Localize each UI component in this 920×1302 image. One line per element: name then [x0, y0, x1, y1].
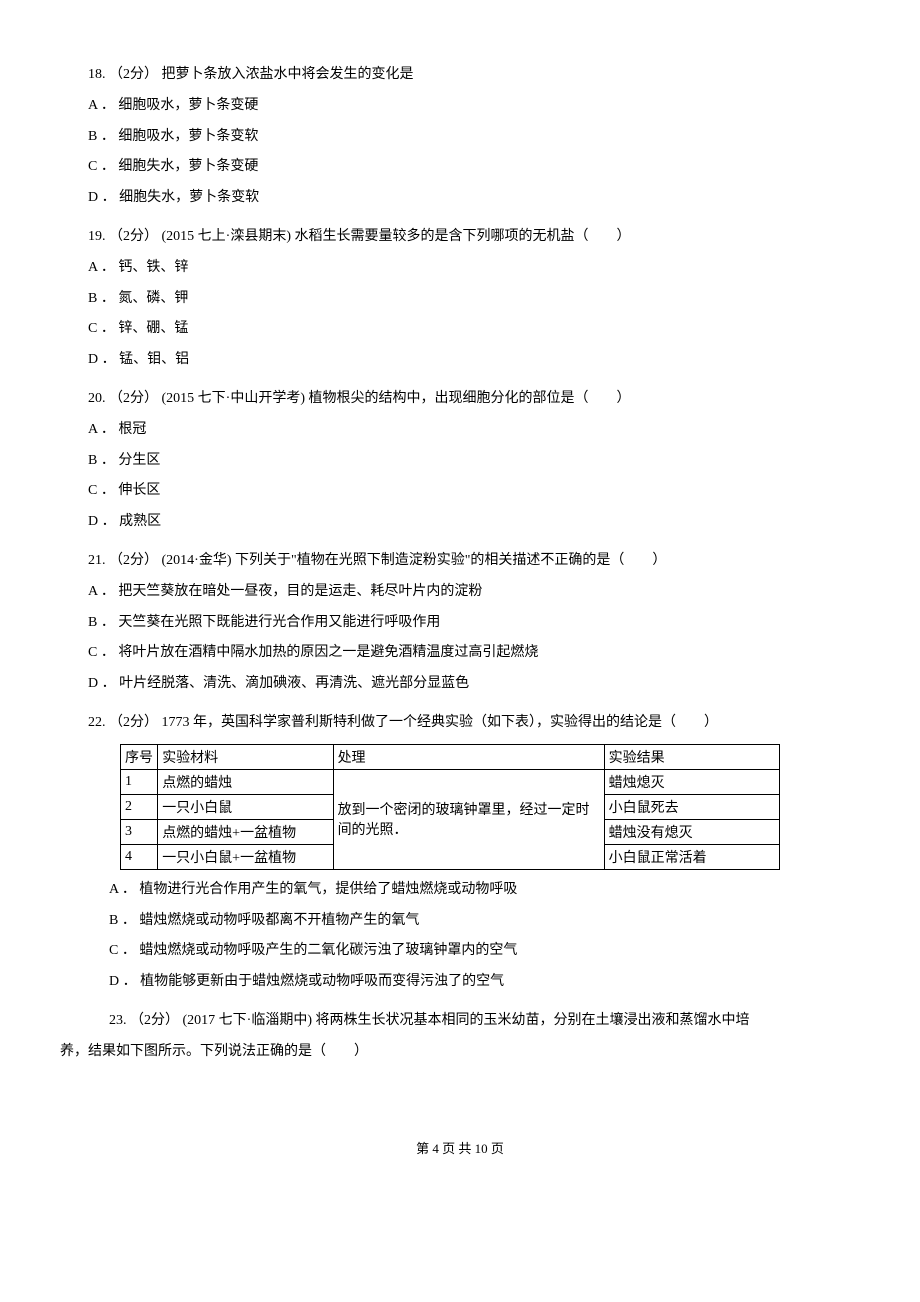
question-text: 20. （2分） (2015 七下·中山开学考) 植物根尖的结构中，出现细胞分化…: [60, 384, 860, 415]
question-text: 22. （2分） 1773 年，英国科学家普利斯特利做了一个经典实验（如下表），…: [60, 708, 860, 739]
cell-seq: 3: [121, 819, 158, 844]
question-text: 19. （2分） (2015 七上·滦县期末) 水稻生长需要量较多的是含下列哪项…: [60, 222, 860, 253]
option-b: B ． 蜡烛燃烧或动物呼吸都离不开植物产生的氧气: [60, 906, 860, 937]
header-process: 处理: [333, 744, 604, 769]
cell-seq: 1: [121, 769, 158, 794]
option-d: D ． 叶片经脱落、清洗、滴加碘液、再清洗、遮光部分显蓝色: [60, 669, 860, 700]
cell-result: 小白鼠正常活着: [604, 844, 779, 869]
question-text: 21. （2分） (2014·金华) 下列关于"植物在光照下制造淀粉实验"的相关…: [60, 546, 860, 577]
option-b: B ． 氮、磷、钾: [60, 284, 860, 315]
option-d: D ． 植物能够更新由于蜡烛燃烧或动物呼吸而变得污浊了的空气: [60, 967, 860, 998]
cell-result: 小白鼠死去: [604, 794, 779, 819]
table-header-row: 序号 实验材料 处理 实验结果: [121, 744, 780, 769]
question-22: 22. （2分） 1773 年，英国科学家普利斯特利做了一个经典实验（如下表），…: [60, 708, 860, 998]
cell-process-merged: 放到一个密闭的玻璃钟罩里，经过一定时间的光照．: [333, 769, 604, 869]
option-d: D ． 锰、钼、铝: [60, 345, 860, 376]
option-d: D ． 成熟区: [60, 507, 860, 538]
option-c: C ． 将叶片放在酒精中隔水加热的原因之一是避免酒精温度过高引起燃烧: [60, 638, 860, 669]
question-23: 23. （2分） (2017 七下·临淄期中) 将两株生长状况基本相同的玉米幼苗…: [60, 1006, 860, 1068]
option-d: D ． 细胞失水，萝卜条变软: [60, 183, 860, 214]
option-c: C ． 蜡烛燃烧或动物呼吸产生的二氧化碳污浊了玻璃钟罩内的空气: [60, 936, 860, 967]
option-a: A ． 钙、铁、锌: [60, 253, 860, 284]
question-text: 18. （2分） 把萝卜条放入浓盐水中将会发生的变化是: [60, 60, 860, 91]
option-a: A ． 细胞吸水，萝卜条变硬: [60, 91, 860, 122]
question-20: 20. （2分） (2015 七下·中山开学考) 植物根尖的结构中，出现细胞分化…: [60, 384, 860, 538]
option-c: C ． 锌、硼、锰: [60, 314, 860, 345]
cell-seq: 2: [121, 794, 158, 819]
option-b: B ． 细胞吸水，萝卜条变软: [60, 122, 860, 153]
question-18: 18. （2分） 把萝卜条放入浓盐水中将会发生的变化是 A ． 细胞吸水，萝卜条…: [60, 60, 860, 214]
cell-seq: 4: [121, 844, 158, 869]
cell-result: 蜡烛没有熄灭: [604, 819, 779, 844]
cell-material: 一只小白鼠: [158, 794, 333, 819]
option-b: B ． 分生区: [60, 446, 860, 477]
cell-material: 点燃的蜡烛+一盆植物: [158, 819, 333, 844]
option-a: A ． 植物进行光合作用产生的氧气，提供给了蜡烛燃烧或动物呼吸: [60, 875, 860, 906]
header-seq: 序号: [121, 744, 158, 769]
option-c: C ． 伸长区: [60, 476, 860, 507]
page-footer: 第 4 页 共 10 页: [60, 1138, 860, 1157]
option-b: B ． 天竺葵在光照下既能进行光合作用又能进行呼吸作用: [60, 608, 860, 639]
header-result: 实验结果: [604, 744, 779, 769]
question-21: 21. （2分） (2014·金华) 下列关于"植物在光照下制造淀粉实验"的相关…: [60, 546, 860, 700]
question-text-continue: 养，结果如下图所示。下列说法正确的是（ ）: [60, 1037, 860, 1068]
cell-material: 一只小白鼠+一盆植物: [158, 844, 333, 869]
option-a: A ． 把天竺葵放在暗处一昼夜，目的是运走、耗尽叶片内的淀粉: [60, 577, 860, 608]
question-text: 23. （2分） (2017 七下·临淄期中) 将两株生长状况基本相同的玉米幼苗…: [60, 1006, 860, 1037]
cell-result: 蜡烛熄灭: [604, 769, 779, 794]
header-material: 实验材料: [158, 744, 333, 769]
table-row: 1 点燃的蜡烛 放到一个密闭的玻璃钟罩里，经过一定时间的光照． 蜡烛熄灭: [121, 769, 780, 794]
option-a: A ． 根冠: [60, 415, 860, 446]
question-19: 19. （2分） (2015 七上·滦县期末) 水稻生长需要量较多的是含下列哪项…: [60, 222, 860, 376]
cell-material: 点燃的蜡烛: [158, 769, 333, 794]
option-c: C ． 细胞失水，萝卜条变硬: [60, 152, 860, 183]
experiment-table: 序号 实验材料 处理 实验结果 1 点燃的蜡烛 放到一个密闭的玻璃钟罩里，经过一…: [120, 744, 780, 870]
